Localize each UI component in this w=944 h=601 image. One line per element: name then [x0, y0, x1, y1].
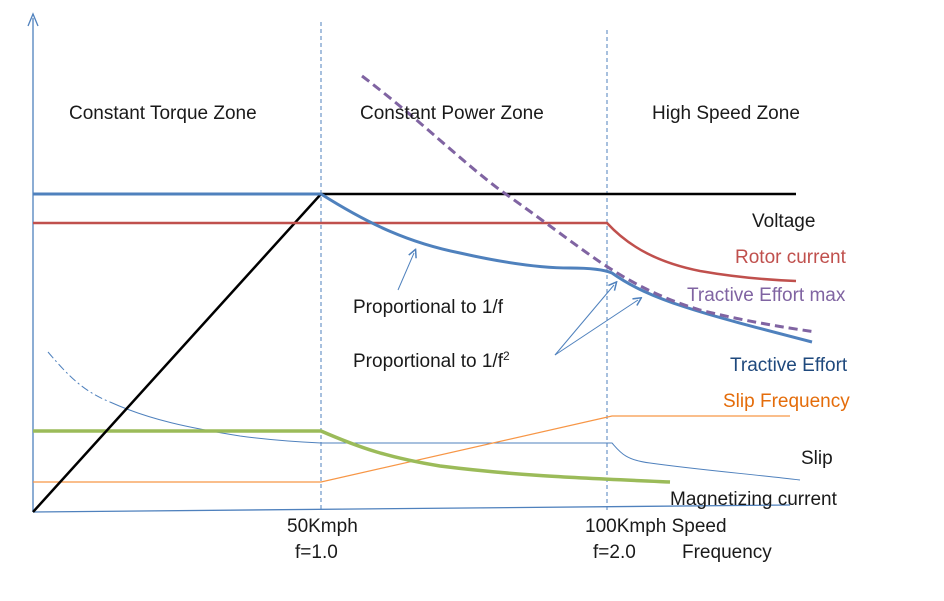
slip-curve-start — [47, 351, 111, 403]
slip-frequency-curve — [33, 415, 790, 483]
annotation-proportional-1-f2-base: Proportional to 1/f — [353, 351, 503, 372]
label-magnetizing-current: Magnetizing current — [670, 489, 837, 510]
label-rotor-current: Rotor current — [735, 247, 846, 268]
annotation-proportional-1-f2-exponent: 2 — [502, 349, 510, 363]
tractive-effort-max-curve — [361, 74, 817, 334]
label-tractive-effort: Tractive Effort — [730, 355, 848, 376]
x-axis — [32, 504, 791, 513]
label-voltage: Voltage — [752, 211, 816, 232]
tick-label-f2: f=2.0 — [593, 542, 636, 563]
rotor-current-curve — [33, 221, 797, 283]
zone-label-high-speed: High Speed Zone — [652, 103, 800, 124]
tractive-effort-curve — [33, 192, 813, 344]
slip-curve — [109, 401, 801, 481]
proportional-1-f2-arrow-upper — [554, 285, 614, 356]
label-slip-frequency: Slip Frequency — [723, 391, 850, 412]
label-tractive-effort-max: Tractive Effort max — [687, 285, 846, 306]
tick-label-f1: f=1.0 — [295, 542, 338, 563]
annotation-proportional-1-f2: Proportional to 1/f2 — [353, 350, 510, 371]
y-axis-arrow-icon — [27, 12, 39, 27]
proportional-1-f2-arrow-lower — [554, 300, 638, 356]
tick-label-100kmph-speed: 100Kmph Speed — [585, 516, 727, 537]
zone-label-constant-torque: Constant Torque Zone — [69, 103, 257, 124]
zone-label-constant-power: Constant Power Zone — [360, 103, 544, 124]
label-slip: Slip — [801, 448, 833, 469]
tick-label-50kmph: 50Kmph — [287, 516, 358, 537]
axis-label-frequency: Frequency — [682, 542, 772, 563]
magnetizing-current-curve — [33, 429, 671, 484]
annotation-proportional-1-f: Proportional to 1/f — [353, 297, 503, 318]
proportional-1-f-arrow — [397, 253, 414, 291]
